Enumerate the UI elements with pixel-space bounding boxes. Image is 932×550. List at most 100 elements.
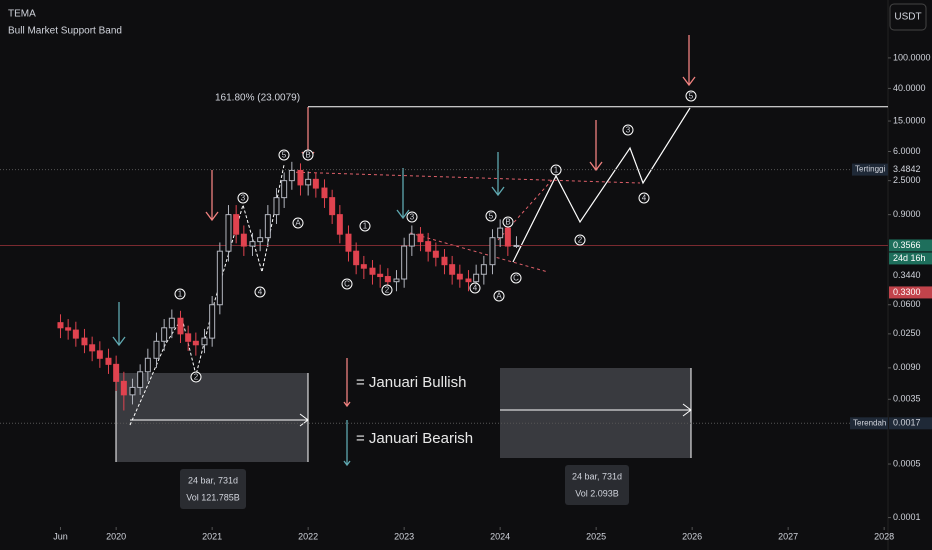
candle-body: [89, 344, 96, 352]
candle-body: [161, 327, 168, 342]
range-info: [180, 469, 246, 509]
legend-bearish: = Januari Bearish: [356, 430, 473, 447]
wave-circle: [174, 288, 186, 300]
candle-body: [441, 256, 448, 266]
wave-circle: [237, 192, 249, 204]
candle-body: [209, 304, 216, 339]
low-value: 0.0017: [893, 418, 921, 428]
indicator-name: Bull Market Support Band: [8, 26, 122, 37]
open-price-box: [889, 269, 932, 282]
candle-body: [329, 197, 336, 216]
currency[interactable]: USDT: [894, 12, 921, 23]
wave-label: 3: [241, 194, 246, 203]
wave-label: 4: [473, 284, 478, 293]
last-price-box: [889, 239, 932, 252]
wave-label: 4: [258, 288, 263, 297]
wave-circle: [254, 286, 266, 298]
wave-circle: [381, 284, 393, 296]
projection-path: [512, 107, 691, 263]
candle-body: [225, 214, 232, 252]
candle-body: [408, 233, 415, 247]
candle-body: [504, 227, 511, 247]
currency-button[interactable]: [889, 3, 927, 31]
candle-body: [65, 327, 72, 331]
range-box: [116, 373, 308, 462]
wave-label: 5: [689, 92, 694, 101]
x-tick-label: 2023: [394, 531, 414, 541]
candle-body: [120, 380, 127, 396]
low-price: 0.3300: [893, 287, 921, 297]
y-tick-label: 0.0001: [893, 512, 921, 522]
y-tick-label: 15.0000: [893, 115, 926, 125]
candle-body: [489, 237, 496, 266]
candle-body: [497, 227, 504, 239]
y-tick-label: 0.9000: [893, 209, 921, 219]
wave-circle: [278, 149, 290, 161]
candle-body: [281, 180, 288, 199]
candle-body: [81, 337, 88, 346]
wave-circle: [469, 282, 481, 294]
y-tick-label: 0.0250: [893, 328, 921, 338]
candle-body: [360, 264, 367, 269]
candle-body: [168, 317, 175, 329]
candle-body: [216, 250, 223, 306]
x-tick-label: 2027: [778, 531, 798, 541]
candle-body: [480, 264, 487, 275]
y-tick-label: 6.0000: [893, 146, 921, 156]
candle-body: [425, 241, 432, 252]
wave-label: B: [305, 151, 310, 160]
wave-circle: [502, 216, 514, 228]
candle-body: [401, 245, 408, 280]
wave-label: 2: [385, 286, 390, 295]
candle-body: [417, 233, 424, 243]
countdown: 24d 16h: [893, 253, 926, 263]
candle-body: [465, 278, 472, 283]
candle-body: [456, 273, 463, 280]
candle-body: [305, 178, 312, 186]
candle-body: [185, 333, 192, 342]
candle-body: [144, 357, 151, 373]
candle-body: [473, 273, 480, 283]
wave-circle: [302, 149, 314, 161]
wave-label: 3: [410, 213, 415, 222]
range-box: [500, 368, 691, 458]
x-tick-label: 2028: [874, 531, 894, 541]
wave-label: A: [295, 219, 301, 228]
wave-circle: [485, 210, 497, 222]
candle-body: [321, 187, 328, 199]
candle-body: [345, 233, 352, 252]
x-tick-label: 2024: [490, 531, 510, 541]
candle-body: [288, 169, 295, 182]
range-info: [565, 465, 629, 505]
y-tick-label: 40.0000: [893, 83, 926, 93]
high-tag-box: [852, 163, 888, 176]
candle-body: [177, 317, 184, 335]
candle-body: [72, 329, 79, 339]
legend-bullish: = Januari Bullish: [356, 374, 466, 391]
range-volume: Vol 2.093B: [575, 488, 619, 498]
high-tag: Tertinggi: [855, 165, 885, 174]
x-tick-label: 2022: [298, 531, 318, 541]
wave-label: 2: [578, 236, 583, 245]
wave-label: C: [513, 274, 519, 283]
y-tick-label: 0.0600: [893, 299, 921, 309]
candle-body: [240, 233, 247, 247]
candle-body: [513, 244, 520, 247]
x-tick-label: 2020: [106, 531, 126, 541]
high-value: 3.4842: [893, 164, 921, 174]
range-volume: Vol 121.785B: [186, 492, 240, 502]
wave-circle: [190, 371, 202, 383]
trend-line: [289, 171, 641, 184]
wave-circle: [685, 90, 697, 102]
wave-label: 2: [194, 373, 199, 382]
y-tick-label: 0.0090: [893, 362, 921, 372]
chart-title: TEMA: [8, 9, 36, 20]
wave-label: C: [344, 280, 350, 289]
low-tag-box: [850, 417, 888, 430]
y-tick-label: 0.0035: [893, 394, 921, 404]
candle-body: [129, 386, 136, 396]
high-value-box: [889, 163, 932, 176]
low-tag: Terendah: [853, 418, 886, 427]
y-tick-label: 2.5000: [893, 175, 921, 185]
candle-body: [297, 169, 304, 186]
